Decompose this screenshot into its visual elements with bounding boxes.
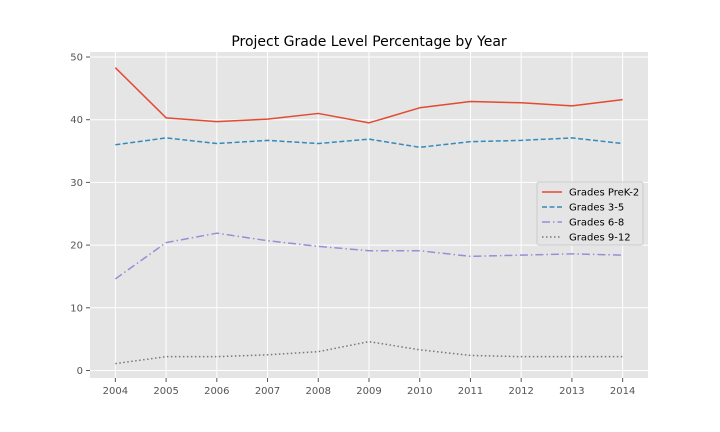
x-tick-label: 2005	[153, 386, 178, 397]
legend-label: Grades PreK-2	[569, 188, 639, 199]
legend: Grades PreK-2 Grades 3-5 Grades 6-8 Grades …	[536, 181, 644, 246]
x-tick-label: 2008	[306, 386, 331, 397]
series-line-grades-3-5	[115, 137, 623, 149]
x-tick-label: 2006	[204, 386, 229, 397]
x-tick-label: 2009	[356, 386, 381, 397]
legend-box	[536, 181, 644, 246]
x-tick-label: 2004	[103, 386, 128, 397]
x-tick-label: 2007	[255, 386, 280, 397]
y-tick-label: 40	[70, 115, 83, 126]
legend-label: Grades 6-8	[569, 218, 624, 229]
chart-title: Project Grade Level Percentage by Year	[231, 34, 507, 50]
legend-label: Grades 3-5	[569, 203, 624, 214]
x-tick-label: 2011	[458, 386, 483, 397]
x-tick-label: 2013	[559, 386, 584, 397]
x-tick-label: 2012	[508, 386, 533, 397]
grid	[90, 52, 648, 378]
y-tick-label: 30	[70, 178, 83, 189]
axis-ticks: 0 10 20 30 40 50 2004 2005 2006 2007 2008 2009 2010 2…	[70, 53, 635, 397]
y-tick-label: 0	[77, 366, 83, 377]
y-tick-label: 10	[70, 303, 83, 314]
series-line-grades-prek-2	[114, 67, 623, 124]
y-tick-label: 50	[70, 53, 83, 64]
series-line-grades-9-12	[115, 340, 623, 365]
legend-label: Grades 9-12	[569, 233, 631, 244]
series-lines	[114, 67, 623, 365]
y-tick-label: 20	[70, 241, 83, 252]
x-tick-label: 2014	[610, 386, 635, 397]
series-line-grades-6-8	[114, 232, 623, 280]
x-tick-label: 2010	[407, 386, 432, 397]
